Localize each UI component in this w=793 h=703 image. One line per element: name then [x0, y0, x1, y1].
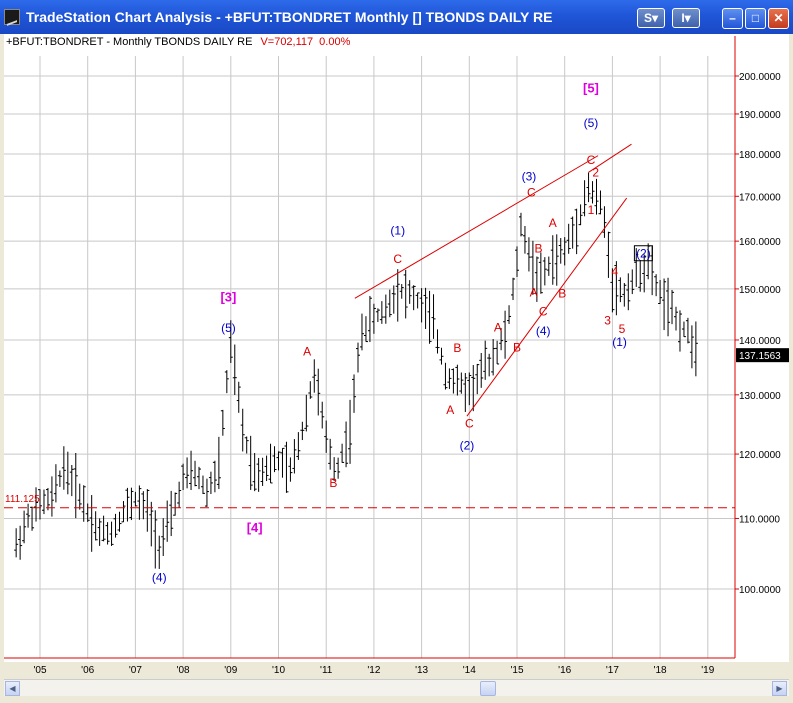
chart-legend: +BFUT:TBONDRET - Monthly TBONDS DAILY RE…	[6, 36, 350, 48]
trendline	[466, 197, 628, 417]
wave-label: (5)	[584, 116, 599, 130]
wave-label: (2)	[636, 247, 651, 261]
maximize-button[interactable]: □	[745, 8, 766, 29]
scroll-thumb[interactable]	[480, 681, 496, 696]
window-title: TradeStation Chart Analysis - +BFUT:TBON…	[26, 9, 553, 25]
wave-label: A	[549, 216, 557, 230]
x-tick-label: '12	[367, 665, 380, 676]
x-tick-label: '15	[510, 665, 523, 676]
x-tick-label: '19	[701, 665, 714, 676]
close-icon: ✕	[773, 11, 784, 25]
wave-label: B	[558, 286, 566, 300]
s-menu-button[interactable]: S▾	[637, 8, 665, 28]
y-tick-label: 150.0000	[739, 285, 781, 296]
wave-label: A	[446, 403, 454, 417]
y-tick-label: 180.0000	[739, 150, 781, 161]
y-tick-label: 190.0000	[739, 110, 781, 121]
wave-label: A	[530, 285, 538, 299]
wave-label: C	[587, 153, 596, 167]
wave-label: (4)	[152, 570, 167, 584]
y-tick-label: 200.0000	[739, 72, 781, 83]
last-price-marker	[736, 348, 789, 363]
chart-axes: '05 '06 '07 '08 '09 '10 '11 '12 '13 '14 '15 '16 '17 '…	[4, 36, 789, 676]
wave-label: (5)	[221, 321, 236, 335]
s-button-label: S	[643, 11, 652, 25]
wave-label: 4	[611, 264, 618, 278]
wave-labels: 111.125[3](5)[4](4)AB(1)CBAC(2)AB(3)CBAA…	[5, 80, 653, 584]
tradestation-app-icon[interactable]	[4, 9, 20, 25]
wave-label-box	[633, 245, 653, 262]
legend-change: 0.00%	[319, 36, 351, 48]
wave-label: 3	[604, 314, 611, 328]
x-tick-label: '11	[320, 665, 333, 676]
x-tick-label: '16	[558, 665, 571, 676]
x-tick-label: '17	[606, 665, 619, 676]
trendlines	[4, 143, 735, 509]
minimize-icon: –	[729, 11, 736, 25]
wave-label: B	[534, 242, 542, 256]
wave-label: C	[393, 252, 402, 266]
wave-label: B	[453, 341, 461, 355]
scroll-right-icon[interactable]: ▶	[772, 681, 787, 696]
wave-label: C	[465, 416, 474, 430]
support-line-label: 111.125	[5, 494, 40, 505]
status-bar	[0, 696, 793, 703]
wave-label: [5]	[583, 80, 599, 95]
x-tick-label: '05	[33, 665, 46, 676]
maximize-icon: □	[751, 11, 760, 25]
wave-label: A	[303, 345, 311, 359]
window-titlebar: TradeStation Chart Analysis - +BFUT:TBON…	[0, 0, 793, 34]
wave-label: (3)	[522, 170, 537, 184]
x-tick-label: '14	[463, 665, 476, 676]
y-tick-label: 110.0000	[739, 514, 780, 525]
x-tick-label: '08	[177, 665, 190, 676]
wave-label: [3]	[220, 289, 236, 304]
wave-label: 5	[619, 322, 626, 336]
y-tick-label: 100.0000	[739, 585, 781, 596]
wave-label: C	[539, 304, 548, 318]
legend-volume: V=702,117	[260, 36, 314, 48]
wave-label: (4)	[536, 324, 551, 338]
y-tick-label: 140.0000	[739, 336, 781, 347]
wave-label: A	[494, 320, 502, 334]
i-button-label: I	[681, 11, 685, 25]
x-tick-label: '06	[81, 665, 94, 676]
wave-label: 1	[588, 203, 595, 217]
x-tick-label: '18	[654, 665, 667, 676]
chart-area[interactable]	[4, 34, 789, 662]
x-tick-label: '09	[224, 665, 237, 676]
legend-symbol: +BFUT:TBONDRET - Monthly TBONDS DAILY RE	[6, 36, 253, 48]
trendline	[588, 143, 632, 173]
minimize-button[interactable]: –	[722, 8, 743, 29]
x-tick-label: '10	[272, 665, 285, 676]
horizontal-scrollbar[interactable]: ◀ ▶	[4, 679, 789, 697]
last-price-label: 137.1563	[739, 351, 781, 362]
x-tick-label: '07	[129, 665, 142, 676]
wave-label: (2)	[460, 438, 475, 452]
y-tick-label: 120.0000	[739, 450, 781, 461]
wave-label: (1)	[390, 224, 405, 238]
wave-label: 2	[592, 165, 599, 179]
price-bars	[14, 172, 698, 569]
y-tick-label: 170.0000	[739, 192, 781, 203]
wave-label: B	[329, 476, 337, 490]
wave-label: [4]	[247, 520, 263, 535]
trendline	[354, 155, 599, 299]
x-tick-label: '13	[415, 665, 428, 676]
chart-grid	[4, 56, 735, 658]
wave-label: B	[513, 340, 521, 354]
y-tick-label: 130.0000	[739, 391, 781, 402]
scroll-left-icon[interactable]: ◀	[5, 681, 20, 696]
wave-label: (1)	[612, 335, 627, 349]
close-button[interactable]: ✕	[768, 8, 789, 29]
i-menu-button[interactable]: I▾	[672, 8, 700, 28]
y-tick-label: 160.0000	[739, 237, 781, 248]
wave-label: C	[527, 185, 536, 199]
